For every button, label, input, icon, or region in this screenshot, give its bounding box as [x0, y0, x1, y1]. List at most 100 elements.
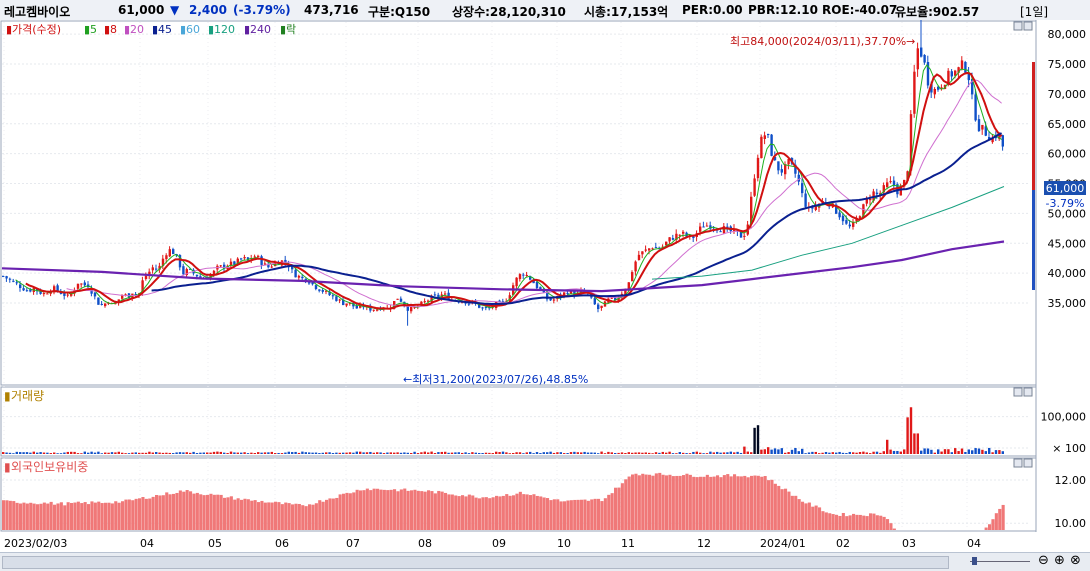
candle-body: [841, 215, 845, 222]
zoom-out-icon[interactable]: ⊖: [1038, 553, 1049, 568]
candle-body: [542, 290, 545, 293]
volume-tick-label: 100,000: [1041, 411, 1087, 424]
foreign-bar: [46, 503, 50, 530]
candle-body: [168, 249, 171, 257]
legend-item: 가격(수정): [12, 23, 61, 36]
candle-body: [63, 293, 66, 296]
candle-body: [284, 259, 287, 263]
foreign-bar: [318, 500, 322, 530]
volume-bar: [763, 449, 766, 454]
volume-bar: [984, 451, 987, 454]
candle-body: [195, 274, 199, 277]
candle-body: [780, 169, 783, 173]
volume-bar: [729, 451, 732, 454]
volume-bar: [311, 452, 314, 454]
candle-body: [722, 226, 726, 234]
foreign-bar: [984, 527, 988, 530]
candle-body: [80, 283, 83, 285]
foreign-bar: [862, 515, 866, 530]
period-button[interactable]: [1일]: [1020, 5, 1049, 19]
legend-marker: ▮: [84, 23, 90, 36]
candle-body: [960, 60, 964, 70]
zoom-in-icon[interactable]: ⊕: [1054, 553, 1065, 568]
ma20-line: [66, 79, 1002, 308]
candle-body: [182, 266, 185, 275]
legend-item: 60: [186, 23, 200, 36]
candle-body: [399, 298, 403, 302]
volume-bar: [709, 451, 712, 454]
candle-body: [297, 275, 301, 278]
volume-bar: [597, 453, 600, 454]
price-panel-buttons[interactable]: [1013, 21, 1033, 31]
foreign-bar: [831, 514, 835, 530]
volume-bar: [87, 452, 90, 454]
low-annotation: ←최저31,200(2023/07/26),48.85%: [403, 373, 588, 386]
volume-bar: [433, 452, 437, 454]
foreign-bar: [634, 473, 638, 530]
foreign-bar: [739, 476, 743, 530]
candle-body: [971, 78, 974, 95]
foreign-bar: [828, 513, 832, 530]
volume-bar: [998, 450, 1001, 454]
volume-bar: [950, 452, 953, 454]
candle-body: [15, 282, 18, 284]
foreign-bar: [263, 502, 267, 530]
volume-panel-buttons[interactable]: [1013, 387, 1033, 397]
volume-bar: [627, 452, 630, 454]
volume-bar: [2, 452, 5, 454]
volume-bar: [648, 452, 651, 454]
volume-bar: [814, 451, 817, 454]
high-annotation: 최고84,000(2024/03/11),37.70%→: [730, 35, 915, 48]
volume-bar: [389, 452, 392, 454]
volume-bar: [481, 452, 484, 454]
foreign-bar: [440, 491, 444, 530]
candle-body: [212, 270, 216, 275]
volume-bar: [461, 452, 464, 454]
volume-bar: [484, 452, 488, 454]
foreign-bar: [688, 474, 692, 530]
foreign-panel-buttons[interactable]: [1013, 458, 1033, 468]
foreign-bar: [192, 493, 196, 530]
volume-bar: [974, 448, 977, 454]
candle-body: [954, 70, 957, 76]
foreign-bar: [338, 494, 342, 530]
horizontal-scrollbar[interactable]: [2, 556, 949, 569]
volume-bar: [104, 452, 107, 454]
zoom-slider[interactable]: [968, 557, 1034, 565]
volume-bar: [835, 452, 838, 454]
volume-bar: [263, 452, 267, 454]
candle-body: [481, 307, 484, 309]
zoom-reset-icon[interactable]: ⊗: [1070, 553, 1081, 568]
foreign-bar: [603, 498, 607, 530]
date-label: 2024/01: [760, 537, 806, 550]
volume-bar: [325, 452, 328, 454]
candle-body: [144, 275, 148, 280]
volume-bar: [563, 453, 566, 454]
candle-body: [134, 293, 137, 295]
candle-body: [763, 135, 766, 139]
volume-bar: [838, 451, 841, 454]
candle-body: [151, 267, 154, 271]
foreign-bar: [321, 501, 325, 530]
volume-bar: [909, 407, 913, 454]
candle-body: [121, 295, 124, 299]
stock-name[interactable]: 레고켐바이오: [4, 5, 71, 19]
foreign-bar: [797, 499, 801, 530]
volume-bar: [32, 451, 35, 454]
price-tick-label: 45,000: [1048, 237, 1087, 250]
volume-bar: [886, 439, 889, 454]
current-price-tag-label: 61,000: [1046, 182, 1085, 195]
foreign-bar: [427, 490, 431, 530]
foreign-bar: [165, 492, 169, 530]
foreign-bar: [39, 503, 43, 530]
foreign-bar: [236, 498, 240, 530]
foreign-bar: [495, 495, 499, 530]
foreign-bar: [614, 487, 618, 530]
legend-marker: ▮: [180, 23, 186, 36]
candle-body: [437, 294, 440, 298]
candle-body: [467, 303, 471, 305]
candle-body: [406, 305, 409, 311]
foreign-bar: [998, 508, 1002, 530]
foreign-bar: [770, 479, 774, 530]
volume-bar: [624, 453, 627, 454]
